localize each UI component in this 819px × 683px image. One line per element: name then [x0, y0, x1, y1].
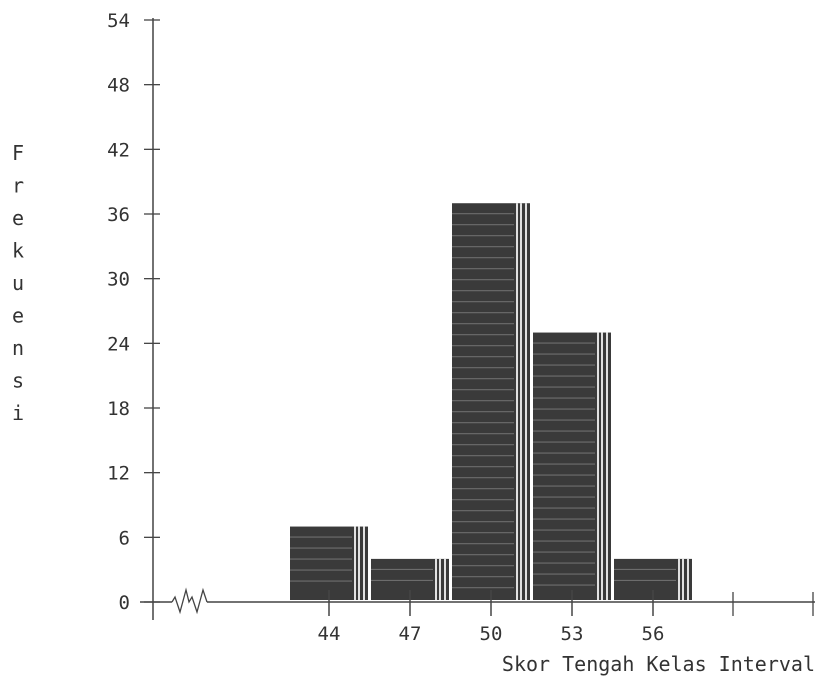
y-axis-label-letter: s [12, 369, 24, 393]
y-axis-label-letter: r [12, 174, 24, 198]
y-tick-label: 54 [107, 10, 130, 32]
y-tick-label: 42 [107, 139, 130, 161]
y-axis-label-letter: e [12, 206, 24, 230]
bar [533, 332, 611, 600]
bars-layer [290, 203, 692, 600]
y-tick-label: 18 [107, 398, 130, 420]
y-axis-label-letter: i [12, 401, 24, 425]
y-tick-label: 0 [119, 592, 130, 614]
x-tick-label: 47 [399, 623, 422, 645]
y-axis-label-letter: F [12, 141, 24, 165]
x-axis-label: Skor Tengah Kelas Interval [502, 652, 815, 676]
y-axis-label-letter: n [12, 336, 24, 360]
x-tick-label: 56 [642, 623, 665, 645]
y-axis-label-letter: u [12, 271, 24, 295]
axes-layer [140, 18, 815, 620]
y-axis-label-letter: e [12, 304, 24, 328]
y-ticks-layer: 0 6 12 18 24 30 36 42 48 54 [107, 10, 160, 614]
y-tick-label: 48 [107, 75, 130, 97]
x-tick-label: 53 [561, 623, 584, 645]
bar [290, 526, 368, 600]
y-tick-label: 6 [119, 527, 130, 549]
y-tick-label: 36 [107, 204, 130, 226]
axis-break-mark [171, 587, 208, 615]
y-axis-label-letter: k [12, 239, 24, 263]
y-tick-label: 30 [107, 269, 130, 291]
y-tick-label: 24 [107, 333, 130, 355]
y-tick-label: 12 [107, 463, 130, 485]
x-ticks-layer: 44 47 50 53 56 [318, 590, 665, 645]
x-tick-label: 50 [480, 623, 503, 645]
x-tick-label: 44 [318, 623, 341, 645]
bar [452, 203, 530, 600]
